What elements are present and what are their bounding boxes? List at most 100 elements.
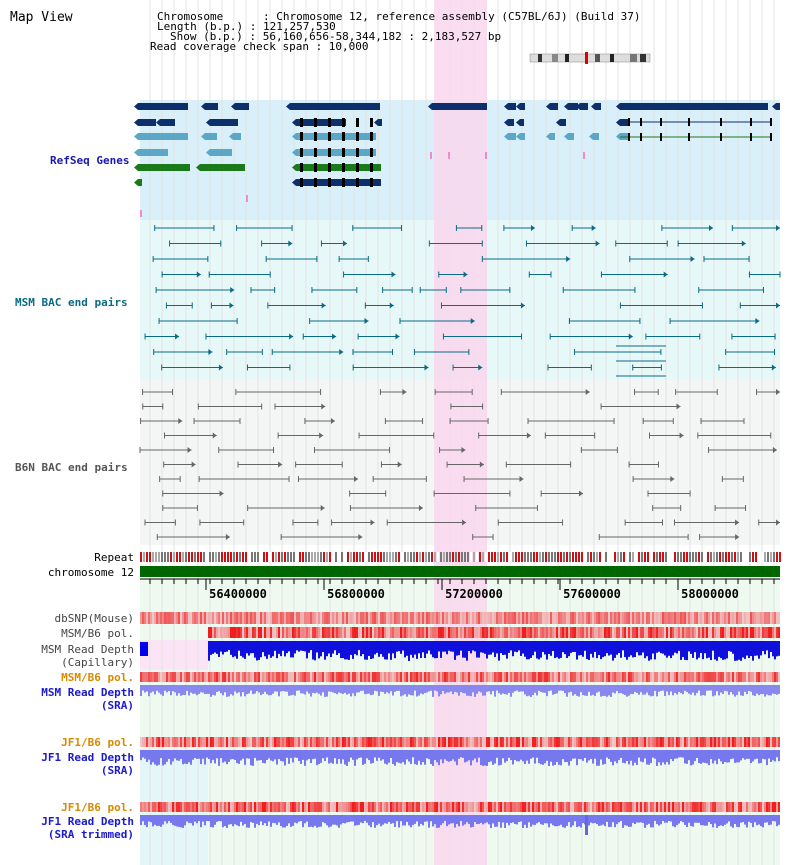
jf1-pol-heat — [690, 737, 692, 747]
jf1-depth-sra-bar — [680, 750, 682, 758]
msm-depth-sra-bar — [722, 685, 724, 694]
repeat-segment — [677, 552, 679, 562]
msm-depth-sra-bar — [336, 685, 338, 695]
track-label-jf1-pol-1[interactable]: JF1/B6 pol. — [61, 736, 134, 749]
jf1-depth-trim-bar — [520, 815, 522, 822]
b6n-bac-pair-arrow — [418, 505, 423, 511]
track-label-msm-pol-1[interactable]: MSM/B6 pol. — [61, 627, 134, 640]
track-label-msm-depth-cap[interactable]: MSM Read Depth — [41, 643, 134, 656]
jf1-depth-sra-bar — [270, 750, 272, 761]
jf1-pol-heat — [538, 737, 540, 747]
jf1-pol-heat-2 — [184, 802, 186, 812]
msm-depth-sra-bar — [770, 685, 772, 696]
msm-pol-heat — [666, 627, 668, 638]
msm-depth-sra-bar — [760, 685, 762, 695]
msm-pol-heat-2 — [476, 672, 478, 682]
msm-pol-heat-2 — [398, 672, 400, 682]
msm-pol-heat — [522, 627, 524, 638]
msm-depth-cap-bar — [442, 641, 444, 652]
repeat-segment — [659, 552, 661, 562]
dbsnp-heat — [278, 612, 280, 624]
repeat-segment — [212, 552, 214, 562]
track-label-jf1-pol-2[interactable]: JF1/B6 pol. — [61, 801, 134, 814]
jf1-depth-sra-bar — [514, 750, 516, 760]
track-label-msm-bac[interactable]: MSM BAC end pairs — [15, 296, 128, 309]
dbsnp-heat — [610, 612, 612, 624]
jf1-pol-heat-2 — [600, 802, 602, 812]
track-label-jf1-depth-sra[interactable]: JF1 Read Depth — [41, 751, 134, 764]
repeat-segment — [338, 552, 340, 562]
msm-depth-sra-bar — [360, 685, 362, 691]
dbsnp-heat — [202, 612, 204, 624]
jf1-depth-sra-bar — [634, 750, 636, 763]
msm-pol-heat-2 — [344, 672, 346, 682]
msm-depth-sra-bar — [614, 685, 616, 694]
track-label-msm-depth-sra[interactable]: MSM Read Depth — [41, 686, 134, 699]
dbsnp-heat — [560, 612, 562, 624]
track-label-b6n-bac[interactable]: B6N BAC end pairs — [15, 461, 128, 474]
msm-depth-sra-bar — [596, 685, 598, 693]
jf1-pol-heat-2 — [666, 802, 668, 812]
gene-arrow — [292, 179, 296, 186]
jf1-pol-heat-2 — [192, 802, 194, 812]
jf1-pol-heat — [238, 737, 240, 747]
jf1-pol-heat-2 — [186, 802, 188, 812]
track-label-jf1-depth-trim[interactable]: JF1 Read Depth — [41, 815, 134, 828]
jf1-depth-trim-bar — [546, 815, 548, 824]
repeat-segment — [593, 552, 595, 562]
msm-depth-cap-bar — [328, 641, 330, 654]
repeat-segment — [731, 552, 733, 562]
dbsnp-heat — [204, 612, 206, 624]
repeat-segment — [626, 552, 628, 562]
dbsnp-heat — [532, 612, 534, 624]
msm-pol-heat-2 — [308, 672, 310, 682]
msm-pol-heat — [296, 627, 298, 638]
msm-pol-heat — [372, 627, 374, 638]
jf1-depth-sra-bar — [610, 750, 612, 762]
msm-depth-sra-bar — [214, 685, 216, 696]
jf1-depth-sra-bar — [192, 750, 194, 760]
msm-pol-heat — [488, 627, 490, 638]
gene-glyph — [296, 164, 381, 171]
jf1-depth-sra-bar — [750, 750, 752, 764]
ideogram-position-marker — [585, 52, 588, 64]
jf1-pol-heat-2 — [748, 802, 750, 812]
jf1-depth-trim-bar — [164, 815, 166, 822]
msm-depth-cap-bar — [514, 641, 516, 652]
jf1-pol-heat-2 — [150, 802, 152, 812]
track-label-refseq[interactable]: RefSeq Genes — [50, 154, 130, 167]
msm-depth-sra-bar — [346, 685, 348, 695]
msm-depth-cap-bar — [460, 641, 462, 651]
dbsnp-heat — [156, 612, 158, 624]
msm-pol-heat — [740, 627, 742, 638]
msm-pol-heat — [242, 627, 244, 638]
jf1-depth-sra-bar — [760, 750, 762, 764]
exon-tick — [688, 133, 690, 141]
msm-pol-heat — [438, 627, 440, 638]
repeat-segment — [485, 552, 487, 562]
repeat-segment — [164, 552, 166, 562]
jf1-depth-trim-bar — [736, 815, 738, 827]
msm-depth-sra-bar — [354, 685, 356, 697]
jf1-depth-sra-bar — [646, 750, 648, 765]
msm-pol-heat — [550, 627, 552, 638]
jf1-depth-trim-bar — [750, 815, 752, 823]
track-label-dbsnp[interactable]: dbSNP(Mouse) — [54, 612, 134, 625]
jf1-pol-heat-2 — [428, 802, 430, 812]
msm-pol-heat — [398, 627, 400, 638]
dbsnp-heat — [608, 612, 610, 624]
msm-depth-cap-bar — [682, 641, 684, 658]
repeat-segment — [476, 552, 478, 562]
msm-pol-heat-2 — [666, 672, 668, 682]
jf1-pol-heat-2 — [708, 802, 710, 812]
jf1-pol-heat — [686, 737, 688, 747]
jf1-pol-heat-2 — [578, 802, 580, 812]
jf1-depth-sra-bar — [236, 750, 238, 764]
msm-pol-heat-2 — [646, 672, 648, 682]
dbsnp-heat — [584, 612, 586, 624]
msm-depth-cap-bar — [534, 641, 536, 652]
msm-depth-sra-bar — [374, 685, 376, 691]
track-label-msm-pol-2[interactable]: MSM/B6 pol. — [61, 671, 134, 684]
jf1-pol-heat-2 — [648, 802, 650, 812]
